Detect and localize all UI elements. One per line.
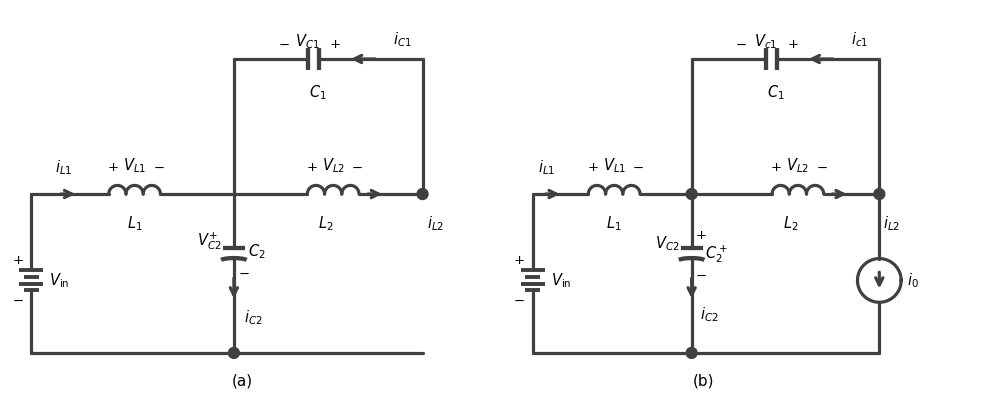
Text: $L_1$: $L_1$ bbox=[127, 214, 142, 232]
Text: (b): (b) bbox=[693, 374, 714, 388]
Text: $i_{c1}$: $i_{c1}$ bbox=[851, 30, 868, 49]
Text: $-$: $-$ bbox=[12, 294, 23, 307]
Text: $-$: $-$ bbox=[153, 161, 164, 174]
Text: $-$: $-$ bbox=[695, 268, 706, 282]
Text: (a): (a) bbox=[231, 374, 252, 388]
Circle shape bbox=[417, 188, 428, 200]
Text: $+$: $+$ bbox=[695, 229, 706, 242]
Circle shape bbox=[228, 347, 239, 358]
Text: $+$: $+$ bbox=[787, 38, 799, 51]
Text: $i_0$: $i_0$ bbox=[907, 271, 919, 290]
Text: $-$: $-$ bbox=[816, 161, 828, 174]
Text: $i_{C2}$: $i_{C2}$ bbox=[700, 305, 718, 324]
Text: $i_{L2}$: $i_{L2}$ bbox=[427, 214, 444, 232]
Text: $-$: $-$ bbox=[238, 267, 250, 280]
Text: $C_2^+$: $C_2^+$ bbox=[705, 243, 727, 265]
Text: $V_{C2}$: $V_{C2}$ bbox=[655, 234, 680, 253]
Text: $+$: $+$ bbox=[770, 161, 782, 174]
Text: $i_{C1}$: $i_{C1}$ bbox=[393, 30, 411, 49]
Text: $-$: $-$ bbox=[735, 38, 747, 51]
Circle shape bbox=[874, 188, 885, 200]
Circle shape bbox=[686, 347, 697, 358]
Text: $L_2$: $L_2$ bbox=[318, 214, 334, 232]
Text: $V_{L1}$: $V_{L1}$ bbox=[603, 156, 626, 175]
Text: $+$: $+$ bbox=[306, 161, 317, 174]
Text: $i_{L1}$: $i_{L1}$ bbox=[538, 158, 555, 177]
Text: $L_1$: $L_1$ bbox=[606, 214, 622, 232]
Text: $V_{L1}$: $V_{L1}$ bbox=[123, 156, 146, 175]
Text: $i_{L1}$: $i_{L1}$ bbox=[55, 158, 72, 177]
Text: $+$: $+$ bbox=[513, 254, 525, 267]
Text: $+$: $+$ bbox=[12, 254, 23, 267]
Text: $C_2$: $C_2$ bbox=[248, 242, 265, 261]
Text: $-$: $-$ bbox=[513, 294, 525, 307]
Text: $V_{L2}$: $V_{L2}$ bbox=[322, 156, 345, 175]
Text: $+$: $+$ bbox=[587, 161, 598, 174]
Text: $V_{\mathrm{in}}$: $V_{\mathrm{in}}$ bbox=[49, 271, 70, 290]
Circle shape bbox=[686, 188, 697, 200]
Text: $C_1$: $C_1$ bbox=[767, 83, 785, 101]
Text: $V_{\mathrm{in}}$: $V_{\mathrm{in}}$ bbox=[551, 271, 571, 290]
Text: $V_{C1}$: $V_{C1}$ bbox=[295, 32, 320, 51]
Text: $C_1$: $C_1$ bbox=[309, 83, 327, 101]
Text: $V_{C2}^{+}$: $V_{C2}^{+}$ bbox=[197, 230, 222, 251]
Text: $i_{L2}$: $i_{L2}$ bbox=[883, 214, 900, 232]
Text: $+$: $+$ bbox=[329, 38, 341, 51]
Text: $V_{L2}$: $V_{L2}$ bbox=[786, 156, 809, 175]
Text: $i_{C2}$: $i_{C2}$ bbox=[244, 308, 262, 327]
Text: $+$: $+$ bbox=[107, 161, 119, 174]
Text: $-$: $-$ bbox=[632, 161, 644, 174]
Text: $-$: $-$ bbox=[278, 38, 289, 51]
Text: $V_{c1}$: $V_{c1}$ bbox=[754, 32, 777, 51]
Text: $L_2$: $L_2$ bbox=[783, 214, 799, 232]
Text: $-$: $-$ bbox=[351, 161, 363, 174]
